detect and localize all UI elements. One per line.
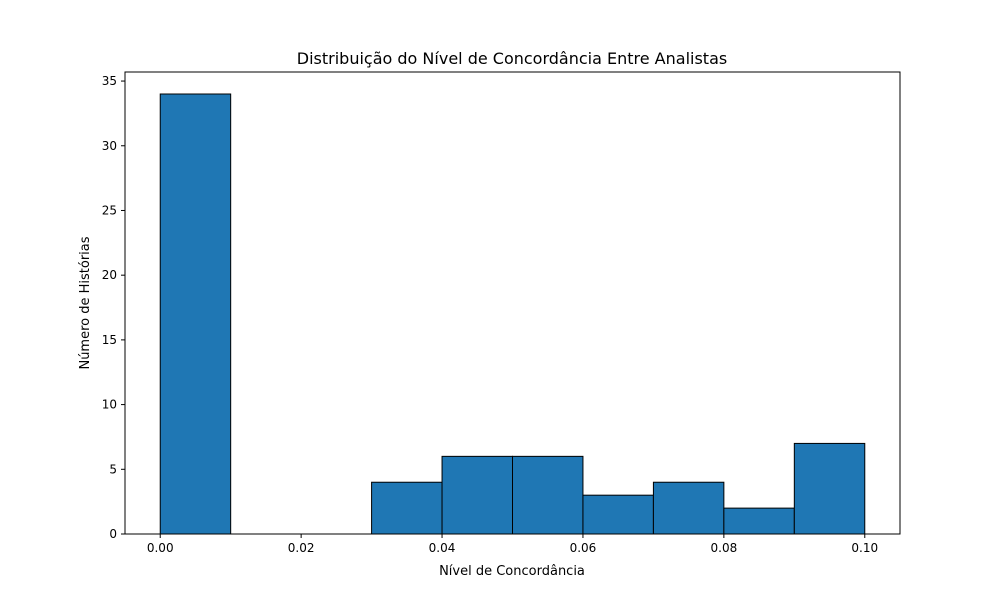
histogram-bar-6 bbox=[582, 494, 654, 535]
x-tick-label: 0.04 bbox=[429, 541, 456, 555]
y-tick-label: 5 bbox=[109, 462, 117, 476]
x-tick-label: 0.00 bbox=[147, 541, 174, 555]
y-tick-label: 35 bbox=[102, 74, 117, 88]
chart-title: Distribuição do Nível de Concordância En… bbox=[297, 49, 727, 68]
histogram-bar-4 bbox=[441, 455, 513, 535]
y-tick-label: 30 bbox=[102, 139, 117, 153]
x-tick-label: 0.08 bbox=[711, 541, 738, 555]
y-axis-label: Número de Histórias bbox=[78, 236, 93, 369]
y-tick-label: 0 bbox=[109, 527, 117, 541]
x-tick-label: 0.06 bbox=[570, 541, 597, 555]
bars-group bbox=[159, 93, 866, 535]
y-tick-label: 10 bbox=[102, 398, 117, 412]
histogram-bar-8 bbox=[723, 507, 795, 535]
histogram-bar-3 bbox=[371, 481, 443, 535]
x-axis-ticks: 0.00 0.02 0.04 0.06 0.08 0.10 bbox=[147, 534, 878, 555]
y-tick-label: 15 bbox=[102, 333, 117, 347]
x-tick-label: 0.02 bbox=[288, 541, 315, 555]
x-axis-label: Nível de Concordância bbox=[439, 564, 585, 579]
histogram-bar-9 bbox=[793, 442, 866, 535]
y-tick-label: 20 bbox=[102, 268, 117, 282]
histogram-bar-0 bbox=[159, 93, 232, 535]
y-tick-label: 25 bbox=[102, 203, 117, 217]
x-tick-label: 0.10 bbox=[851, 541, 878, 555]
y-axis-ticks: 0 5 10 15 20 25 30 35 bbox=[102, 74, 125, 541]
histogram-bar-5 bbox=[512, 455, 584, 535]
plot-frame bbox=[124, 71, 901, 535]
histogram-bar-7 bbox=[652, 481, 725, 535]
